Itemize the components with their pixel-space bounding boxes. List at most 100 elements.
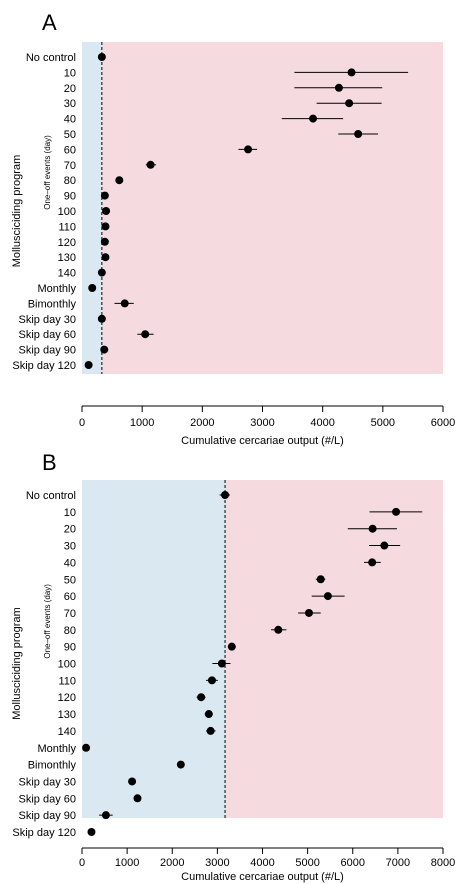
data-point bbox=[347, 68, 356, 77]
category-label: 60 bbox=[64, 591, 76, 603]
x-tick-label: 1000 bbox=[115, 857, 139, 869]
category-label: Skip day 90 bbox=[19, 345, 76, 357]
category-label: 100 bbox=[58, 659, 76, 671]
category-label: 30 bbox=[64, 98, 76, 110]
category-label: 140 bbox=[58, 268, 76, 280]
category-label: 140 bbox=[58, 726, 76, 738]
category-label: Bimonthly bbox=[28, 298, 77, 310]
data-point bbox=[304, 608, 313, 617]
category-label: 10 bbox=[64, 67, 76, 79]
data-point bbox=[88, 284, 97, 292]
data-point bbox=[206, 726, 215, 735]
x-axis-label: Cumulative cercariae output (#/L) bbox=[181, 871, 344, 883]
category-label: Skip day 60 bbox=[19, 793, 76, 805]
category-label: 20 bbox=[64, 524, 76, 536]
category-label: Monthly bbox=[37, 743, 76, 755]
group-label: One–off events (day) bbox=[43, 135, 52, 210]
x-tick-label: 5000 bbox=[295, 857, 319, 869]
data-point bbox=[217, 659, 226, 668]
category-label: 80 bbox=[64, 175, 76, 187]
data-point bbox=[368, 558, 377, 567]
category-label: Skip day 90 bbox=[19, 810, 76, 822]
data-point bbox=[274, 625, 283, 634]
data-point bbox=[82, 743, 91, 752]
category-label: 80 bbox=[64, 625, 76, 637]
category-label: 30 bbox=[64, 541, 76, 553]
data-point bbox=[120, 299, 129, 308]
category-label: 20 bbox=[64, 83, 76, 95]
category-label: Monthly bbox=[37, 283, 76, 295]
category-label: Skip day 30 bbox=[19, 776, 76, 788]
data-point bbox=[128, 777, 137, 786]
x-tick-label: 6000 bbox=[431, 417, 455, 429]
x-tick-label: 4000 bbox=[250, 857, 274, 869]
category-label: 90 bbox=[64, 191, 76, 203]
data-point bbox=[176, 760, 185, 769]
x-tick-label: 3000 bbox=[205, 857, 229, 869]
category-label: 90 bbox=[64, 642, 76, 654]
data-point bbox=[146, 160, 155, 169]
category-label: 70 bbox=[64, 160, 76, 172]
category-label: Skip day 120 bbox=[12, 827, 76, 839]
panel-label: B bbox=[42, 450, 57, 475]
category-label: Skip day 30 bbox=[19, 314, 76, 326]
category-label: Skip day 120 bbox=[12, 360, 76, 372]
data-point bbox=[97, 268, 106, 277]
x-tick-label: 5000 bbox=[371, 417, 395, 429]
y-axis-label: Mollusciciding program bbox=[11, 155, 23, 268]
category-label: 100 bbox=[58, 206, 76, 218]
region-below-reference bbox=[82, 42, 102, 374]
data-point bbox=[227, 642, 236, 651]
category-label: 110 bbox=[58, 221, 76, 233]
data-point bbox=[100, 237, 109, 246]
data-point bbox=[102, 207, 111, 215]
chart-panel-A: A No control 10 20 30 40 50 60 70 80 90 100 110 120 13… bbox=[11, 10, 455, 447]
data-point bbox=[100, 191, 109, 200]
group-label: One–off events (day) bbox=[43, 584, 52, 659]
category-label: No control bbox=[26, 490, 76, 502]
category-label: 40 bbox=[64, 114, 76, 126]
x-tick-label: 1000 bbox=[130, 417, 154, 429]
category-label: 60 bbox=[64, 144, 76, 156]
x-tick-label: 6000 bbox=[341, 857, 365, 869]
category-label: 130 bbox=[58, 709, 76, 721]
data-point bbox=[84, 361, 93, 369]
data-point bbox=[204, 710, 213, 719]
data-point bbox=[323, 592, 332, 601]
category-label: Bimonthly bbox=[28, 760, 77, 772]
x-tick-label: 3000 bbox=[250, 417, 274, 429]
x-tick-label: 7000 bbox=[386, 857, 410, 869]
y-axis-label: Mollusciciding program bbox=[11, 607, 23, 720]
category-label: 40 bbox=[64, 557, 76, 569]
category-label: 120 bbox=[58, 237, 76, 249]
category-label: 70 bbox=[64, 608, 76, 620]
panel-label: A bbox=[42, 10, 57, 35]
data-point bbox=[115, 176, 124, 185]
x-tick-label: 0 bbox=[79, 857, 85, 869]
data-point bbox=[221, 491, 230, 499]
chart-panel-B: B No control 10 20 30 40 50 60 70 80 90 100 110 120 13… bbox=[11, 450, 455, 883]
category-label: 50 bbox=[64, 129, 76, 141]
data-point bbox=[101, 811, 110, 820]
x-tick-label: 2000 bbox=[160, 857, 184, 869]
data-point bbox=[197, 693, 206, 702]
x-tick-label: 2000 bbox=[190, 417, 214, 429]
category-label: Skip day 60 bbox=[19, 329, 76, 341]
category-label: 130 bbox=[58, 252, 76, 264]
data-point bbox=[97, 314, 106, 323]
x-tick-label: 8000 bbox=[431, 857, 455, 869]
x-axis-label: Cumulative cercariae output (#/L) bbox=[181, 435, 344, 447]
data-point bbox=[133, 794, 142, 803]
data-point bbox=[244, 145, 253, 154]
data-point bbox=[101, 222, 110, 231]
region-above-reference bbox=[101, 42, 443, 374]
data-point bbox=[100, 345, 109, 354]
data-point bbox=[345, 99, 354, 108]
data-point bbox=[309, 114, 318, 123]
category-label: 120 bbox=[58, 692, 76, 704]
data-point bbox=[368, 524, 377, 533]
category-label: 50 bbox=[64, 574, 76, 586]
data-point bbox=[101, 253, 110, 262]
data-point bbox=[207, 676, 216, 685]
